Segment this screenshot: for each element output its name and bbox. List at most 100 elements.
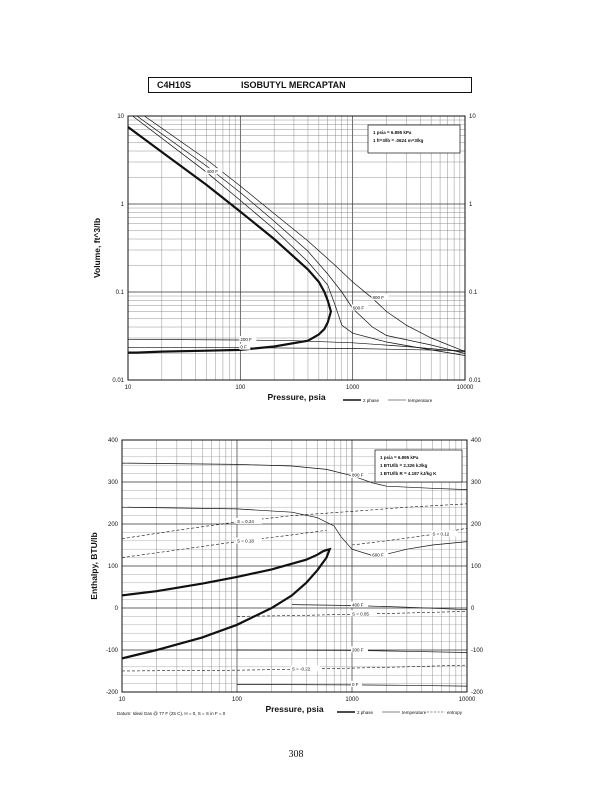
conversion-note: 1 psia = 6.895 kPa xyxy=(373,130,412,135)
compound-name: ISOBUTYL MERCAPTAN xyxy=(241,80,346,90)
curve-label: S = 0.24 xyxy=(237,519,254,524)
y-tick-label-left: 0.01 xyxy=(112,378,124,384)
series-line xyxy=(121,664,468,672)
curve-label: 200 F xyxy=(352,647,364,652)
x-axis-label: Pressure, psia xyxy=(265,704,323,714)
y-tick-label-left: 100 xyxy=(108,564,119,570)
curve-label: 200 F xyxy=(240,337,252,342)
y-tick-label-left: 300 xyxy=(108,480,119,486)
y-tick-label-right: 0 xyxy=(471,606,475,612)
x-tick-label: 10000 xyxy=(457,385,474,391)
x-tick-label: 10 xyxy=(125,385,132,391)
curve-label-bg xyxy=(371,551,389,558)
legend-label: temperature xyxy=(408,398,433,403)
chemical-formula: C4H10S xyxy=(157,80,192,90)
curve-label: S = 0.12 xyxy=(432,532,449,537)
curve-label: 400 F xyxy=(207,169,219,174)
series-line xyxy=(236,649,468,653)
curve-label-bg xyxy=(236,537,262,544)
curve-label: S = -0.22 xyxy=(292,666,311,671)
conversion-box xyxy=(374,449,463,483)
y-tick-label-left: 1 xyxy=(121,202,125,208)
series-line xyxy=(144,115,466,352)
y-tick-label-right: 0.01 xyxy=(469,378,481,384)
series-line xyxy=(121,506,468,556)
curve-label-bg xyxy=(236,517,262,524)
series-line xyxy=(132,115,466,356)
legend-label: 2 phase xyxy=(357,710,374,715)
y-tick-label-left: 0 xyxy=(115,606,119,612)
x-tick-label: 100 xyxy=(235,385,246,391)
y-tick-label-left: 400 xyxy=(108,438,119,444)
curve-label-bg xyxy=(431,530,458,537)
curve-label: 400 F xyxy=(352,602,364,607)
y-tick-label-right: 100 xyxy=(471,564,482,570)
curve-label-bg xyxy=(371,294,389,301)
series-line xyxy=(121,530,327,558)
conversion-note: 1 BTU/lb = 2.326 kJ/kg xyxy=(380,463,428,468)
curve-label-bg xyxy=(351,646,368,653)
curve-label: S = 0.18 xyxy=(237,539,254,544)
series-line xyxy=(127,346,466,352)
series-line xyxy=(127,126,333,354)
curve-label: 0 F xyxy=(352,682,359,687)
curve-label-bg xyxy=(351,680,362,687)
curve-label: 800 F xyxy=(352,473,364,478)
plot-frame xyxy=(127,115,466,381)
y-tick-label-left: 0.1 xyxy=(116,290,125,296)
conversion-note: 1 psia = 6.895 kPa xyxy=(380,455,419,460)
curve-label: 600 F xyxy=(372,553,384,558)
datum-footnote: Datum: Ideal Gas @ 77 F (25 C), H = 0, S… xyxy=(117,711,226,716)
curve-label: S = 0.05 xyxy=(352,611,369,616)
y-tick-label-right: 1 xyxy=(469,202,473,208)
x-tick-label: 10 xyxy=(119,697,126,703)
y-tick-label-right: 0.1 xyxy=(469,290,478,296)
y-tick-label-left: 10 xyxy=(117,114,124,120)
y-axis-label: Volume, ft^3/lb xyxy=(92,218,102,278)
curve-label-bg xyxy=(205,168,223,175)
series-line xyxy=(136,115,466,354)
series-line xyxy=(291,604,468,611)
y-axis-label: Enthalpy, BTU/lb xyxy=(89,532,99,599)
legend-label: temperature xyxy=(402,710,427,715)
curve-label: 600 F xyxy=(353,305,365,310)
x-tick-label: 1000 xyxy=(346,385,360,391)
curve-label-bg xyxy=(239,343,251,350)
series-line xyxy=(236,684,468,687)
legend-label: entropy xyxy=(447,710,463,715)
curve-label-bg xyxy=(351,610,377,617)
curve-label: 800 F xyxy=(372,295,384,300)
x-tick-label: 1000 xyxy=(345,697,359,703)
curve-label-bg xyxy=(351,304,369,311)
curve-label-bg xyxy=(239,335,257,342)
x-axis-label: Pressure, psia xyxy=(267,392,325,402)
series-line xyxy=(121,547,332,660)
curve-label: 0 F xyxy=(240,345,247,350)
x-tick-label: 100 xyxy=(232,697,243,703)
curve-label-bg xyxy=(351,601,368,608)
curve-label-bg xyxy=(290,665,320,672)
conversion-box xyxy=(367,124,461,154)
legend-label: 2 phase xyxy=(363,398,380,403)
y-tick-label-right: 200 xyxy=(471,522,482,528)
conversion-note: 1 BTU/lb R = 4.187 kJ/kg K xyxy=(380,471,437,476)
y-tick-label-left: -200 xyxy=(106,690,119,696)
y-tick-label-right: 300 xyxy=(471,480,482,486)
plot-frame xyxy=(121,439,468,693)
curve-label-bg xyxy=(351,471,368,478)
series-line xyxy=(127,338,466,352)
y-tick-label-left: 200 xyxy=(108,522,119,528)
chart-header: C4H10S ISOBUTYL MERCAPTAN xyxy=(148,77,472,93)
x-tick-label: 10000 xyxy=(459,697,476,703)
y-tick-label-left: -100 xyxy=(106,648,119,654)
y-tick-label-right: 10 xyxy=(469,114,476,120)
series-line xyxy=(351,527,468,546)
y-tick-label-right: -200 xyxy=(471,690,484,696)
y-tick-label-right: -100 xyxy=(471,648,484,654)
page-number: 308 xyxy=(288,749,304,760)
conversion-note: 1 ft^3/lb = .0624 m^3/kg xyxy=(373,138,424,143)
series-line xyxy=(121,503,468,539)
